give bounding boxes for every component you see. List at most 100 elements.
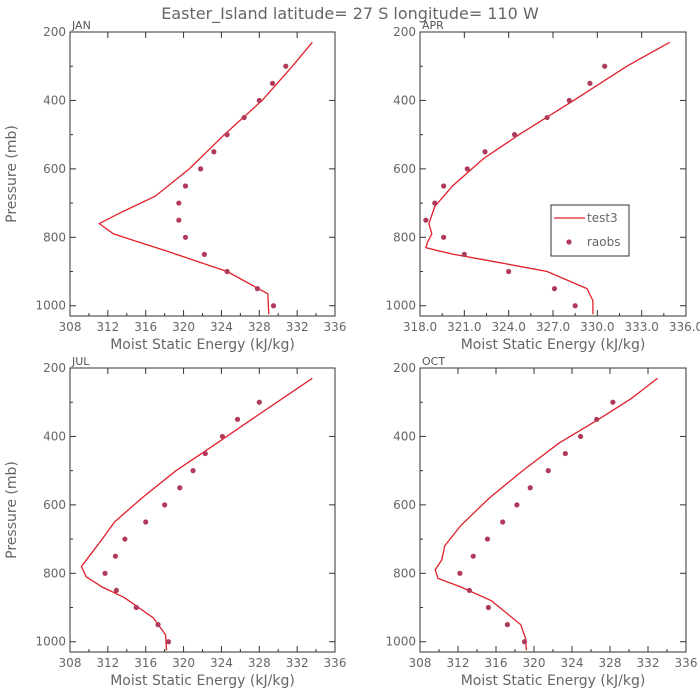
x-tick-label-jul: 316: [134, 656, 157, 670]
panel-label-oct: OCT: [422, 355, 445, 368]
x-tick-label-jan: 308: [59, 320, 82, 334]
plot-area-jul: [80, 377, 313, 651]
data-point-raobs-oct: [527, 485, 533, 491]
data-point-raobs-jan: [269, 80, 276, 86]
data-point-raobs-apr: [572, 303, 578, 309]
data-point-raobs-apr: [566, 97, 572, 104]
data-point-raobs-oct: [500, 519, 506, 525]
data-point-raobs-jan: [283, 63, 289, 69]
plot-frame-jan: [69, 31, 336, 317]
plot-area-jan: [98, 41, 313, 315]
panel-jan: JAN 308 312 316 320 324 328 332 336 200 400 600 800 1…: [4, 19, 346, 353]
x-tick-label-oct: 312: [447, 656, 470, 670]
data-point-raobs-oct: [521, 639, 528, 645]
data-point-raobs-jul: [155, 622, 161, 628]
plot-area-apr: [423, 41, 671, 315]
x-tick-label-jul: 324: [210, 656, 233, 670]
panel-label-jan: JAN: [71, 19, 91, 32]
y-axis-label-jul: Pressure (mb): [4, 461, 20, 559]
y-tick-label-jul: 600: [43, 498, 66, 512]
data-point-raobs-oct: [485, 604, 491, 611]
data-point-raobs-jul: [102, 570, 108, 576]
x-tick-label-oct: 320: [523, 656, 546, 670]
x-tick-label-jul: 308: [59, 656, 82, 670]
x-axis-label-jan: Moist Static Energy (kJ/kg): [110, 337, 295, 353]
x-tick-label-jul: 320: [172, 656, 195, 670]
series-line-test3-oct: [434, 377, 658, 651]
series-line-test3-apr: [425, 41, 671, 315]
legend-label-obs: raobs: [587, 235, 621, 249]
y-tick-label-apr: 600: [393, 162, 416, 176]
data-point-raobs-jan: [182, 234, 189, 240]
data-point-raobs-jul: [122, 536, 128, 542]
data-point-raobs-jul: [113, 587, 119, 594]
data-point-raobs-jul: [112, 553, 119, 559]
x-tick-label-apr: 327.0: [536, 320, 570, 334]
data-point-raobs-oct: [545, 468, 551, 474]
data-point-raobs-apr: [511, 132, 518, 138]
x-tick-label-apr: 336.0: [669, 320, 700, 334]
legend-dot-icon: [566, 239, 572, 245]
data-point-raobs-apr: [461, 251, 467, 258]
data-point-raobs-jan: [176, 217, 182, 223]
data-point-raobs-jul: [162, 502, 168, 508]
data-point-raobs-jan: [256, 97, 262, 104]
x-tick-label-apr: 321.0: [447, 320, 481, 334]
panel-apr: APR 318.0 321.0 324.0 327.0 330.0 333.0 336.0 20…: [385, 19, 700, 353]
data-point-raobs-apr: [441, 234, 447, 240]
x-tick-label-jul: 328: [248, 656, 271, 670]
legend-box: [550, 204, 630, 257]
y-tick-label-jul: 400: [43, 429, 66, 443]
data-point-raobs-jan: [176, 200, 182, 206]
data-point-raobs-jan: [241, 114, 247, 121]
x-tick-label-jul: 336: [324, 656, 347, 670]
data-point-raobs-jan: [201, 251, 207, 258]
data-point-raobs-apr: [464, 166, 470, 172]
x-tick-label-jan: 312: [96, 320, 119, 334]
x-tick-label-jan: 316: [134, 320, 157, 334]
data-point-raobs-oct: [466, 587, 472, 594]
data-point-raobs-oct: [610, 399, 616, 405]
y-tick-label-jan: 800: [43, 230, 66, 244]
data-point-raobs-apr: [587, 80, 593, 86]
data-point-raobs-oct: [577, 433, 584, 440]
x-tick-label-jan: 328: [248, 320, 271, 334]
data-point-raobs-jan: [211, 149, 217, 155]
data-point-raobs-jul: [234, 416, 241, 422]
data-point-raobs-oct: [594, 416, 600, 422]
data-point-raobs-apr: [551, 286, 558, 292]
data-point-raobs-oct: [514, 502, 520, 508]
data-point-raobs-jul: [177, 485, 183, 491]
data-point-raobs-jan: [198, 166, 204, 172]
data-point-raobs-jul: [133, 604, 139, 611]
y-tick-label-apr: 200: [393, 25, 416, 39]
panel-label-jul: JUL: [71, 355, 90, 368]
x-tick-label-jul: 312: [96, 656, 119, 670]
plot-area-oct: [434, 377, 658, 651]
y-tick-label-oct: 800: [393, 566, 416, 580]
y-tick-label-jan: 400: [43, 93, 66, 107]
y-tick-label-jul: 800: [43, 566, 66, 580]
x-axis-label-oct: Moist Static Energy (kJ/kg): [461, 673, 646, 689]
data-point-raobs-apr: [506, 268, 512, 275]
x-tick-label-oct: 332: [637, 656, 660, 670]
data-point-raobs-jul: [219, 433, 225, 440]
y-tick-label-apr: 1000: [385, 299, 416, 313]
data-point-raobs-oct: [562, 450, 568, 457]
data-point-raobs-apr: [423, 217, 429, 223]
panel-oct: OCT 308 312 316 320 324 328 332 336 200 400 600 800 1…: [385, 355, 697, 689]
y-axis-label-jan: Pressure (mb): [4, 125, 20, 223]
x-axis-label-jul: Moist Static Energy (kJ/kg): [110, 673, 295, 689]
y-tick-label-oct: 600: [393, 498, 416, 512]
x-tick-label-jan: 332: [286, 320, 309, 334]
series-line-test3-jul: [80, 377, 313, 651]
x-tick-label-jul: 332: [286, 656, 309, 670]
data-point-raobs-oct: [484, 536, 491, 542]
data-point-raobs-jan: [224, 132, 230, 138]
legend: test3 raobs: [550, 204, 630, 257]
y-tick-label-jan: 600: [43, 162, 66, 176]
y-tick-label-jul: 1000: [35, 635, 66, 649]
data-point-raobs-oct: [457, 570, 463, 576]
data-point-raobs-jul: [202, 450, 208, 457]
series-line-test3-jan: [98, 41, 313, 315]
